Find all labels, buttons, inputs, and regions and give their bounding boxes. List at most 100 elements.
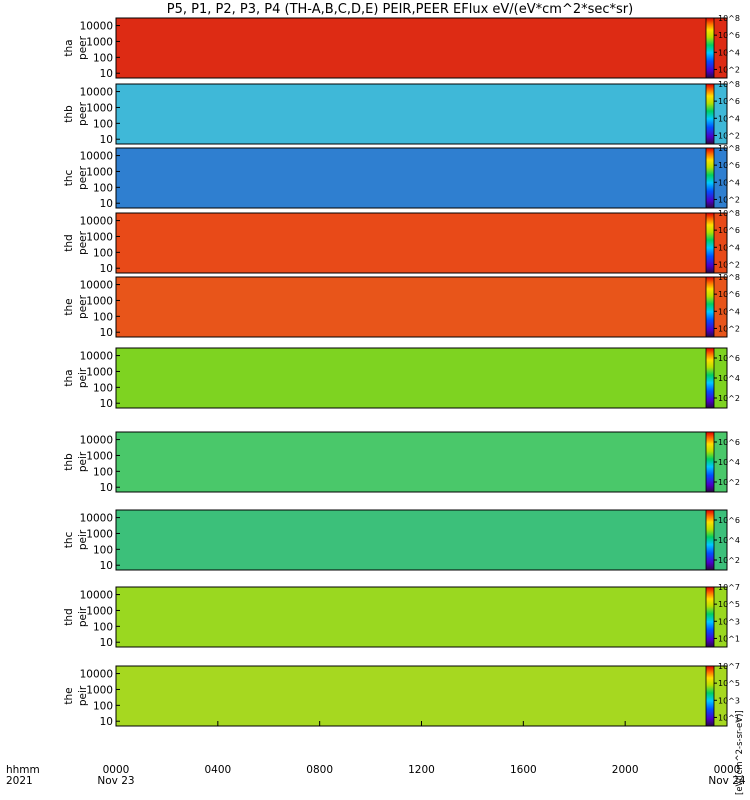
- panel-label-probe: thb: [63, 453, 75, 471]
- y-tick-label: 10: [100, 327, 113, 339]
- panel-label-probe: thd: [63, 234, 75, 251]
- y-tick-label: 1000: [86, 36, 113, 48]
- y-tick-label: 1000: [86, 528, 113, 540]
- y-tick-label: 10: [100, 398, 113, 410]
- panel-thc-peir: 10000 1000 100 10 thc peir 10^6 10^4 10^2: [63, 509, 740, 572]
- colorbar-tick-label: 10^1: [718, 634, 740, 643]
- panel-tha-peer: 10000 1000 100 10 tha peer 10^8 10^6 10^4 10^2: [63, 14, 740, 80]
- y-tick-label: 1000: [86, 605, 113, 617]
- x-tick-label: 0000: [103, 764, 130, 776]
- spectrogram-area: [115, 347, 728, 409]
- panel-label-probe: thc: [63, 532, 75, 549]
- colorbar-tick-label: 10^2: [718, 394, 740, 403]
- panel-label-instrument: peer: [77, 294, 89, 319]
- panel-label-instrument: peer: [77, 35, 89, 60]
- panel-label-instrument: peer: [77, 101, 89, 126]
- colorbar-tick-label: 10^2: [718, 131, 740, 140]
- y-tick-label: 100: [93, 52, 113, 64]
- colorbar: [705, 83, 715, 145]
- panel-label-probe: thd: [63, 608, 75, 625]
- x-tick-label: 0000: [714, 764, 741, 776]
- colorbar-tick-label: 10^4: [718, 48, 740, 57]
- colorbar: [705, 509, 715, 571]
- colorbar-tick-label: 10^6: [718, 161, 740, 170]
- y-tick-label: 10: [100, 198, 113, 210]
- y-tick-label: 1000: [86, 102, 113, 114]
- colorbar-tick-label: 10^5: [718, 600, 740, 609]
- colorbar: [705, 586, 715, 648]
- panel-the-peer: 10000 1000 100 10 the peer 10^8 10^6 10^4 10^2: [63, 273, 740, 339]
- spectrogram-area: [115, 276, 728, 338]
- panel-thd-peir: 10000 1000 100 10 thd peir 10^7 10^5 10^3 10^1: [63, 583, 740, 649]
- colorbar-tick-label: 10^2: [718, 478, 740, 487]
- panel-thc-peer: 10000 1000 100 10 thc peer 10^8 10^6 10^4 10^2: [63, 144, 740, 210]
- colorbar-tick-label: 10^4: [718, 178, 740, 187]
- colorbar-tick-label: 10^3: [718, 696, 740, 705]
- y-tick-label: 10000: [80, 21, 113, 33]
- panel-label-instrument: peer: [77, 230, 89, 255]
- colorbar-tick-label: 10^6: [718, 354, 740, 363]
- colorbar-tick-label: 10^3: [718, 617, 740, 626]
- colorbar-tick-label: 10^6: [718, 226, 740, 235]
- panel-label-probe: thc: [63, 170, 75, 187]
- colorbar-tick-label: 10^8: [718, 273, 740, 282]
- panel-label-instrument: peer: [77, 165, 89, 190]
- x-tick-label: 1200: [408, 764, 435, 776]
- x-tick-label: 2000: [612, 764, 639, 776]
- panel-the-peir: 10000 1000 100 10 the peir 10^7 10^5 10^3 10^1: [63, 662, 740, 728]
- colorbar: [705, 212, 715, 274]
- colorbar: [705, 17, 715, 79]
- y-tick-label: 1000: [86, 366, 113, 378]
- colorbar-tick-label: 10^2: [718, 556, 740, 565]
- y-tick-label: 100: [93, 700, 113, 712]
- colorbar-tick-label: 10^7: [718, 583, 740, 592]
- colorbar-tick-label: 10^6: [718, 97, 740, 106]
- colorbar: [705, 276, 715, 338]
- y-tick-label: 10: [100, 560, 113, 572]
- colorbar: [705, 347, 715, 409]
- spectrogram-area: [115, 665, 728, 727]
- panel-label-probe: the: [63, 298, 75, 315]
- panel-label-instrument: peir: [77, 529, 89, 550]
- panel-label-probe: tha: [63, 369, 75, 386]
- y-tick-label: 1000: [86, 295, 113, 307]
- colorbar-tick-label: 10^2: [718, 195, 740, 204]
- colorbar-tick-label: 10^4: [718, 114, 740, 123]
- spectrogram-area: [115, 586, 728, 648]
- y-tick-label: 100: [93, 182, 113, 194]
- colorbar-tick-label: 10^4: [718, 536, 740, 545]
- y-tick-label: 10: [100, 134, 113, 146]
- colorbar-tick-label: 10^2: [718, 260, 740, 269]
- colorbar-tick-label: 10^4: [718, 458, 740, 467]
- panel-tha-peir: 10000 1000 100 10 tha peir 10^6 10^4 10^2: [63, 347, 740, 410]
- y-tick-label: 10000: [80, 87, 113, 99]
- spectrogram-area: [115, 431, 728, 493]
- panel-label-probe: tha: [63, 39, 75, 56]
- colorbar-tick-label: 10^6: [718, 516, 740, 525]
- colorbar-tick-label: 10^8: [718, 209, 740, 218]
- time-axis-label-hhmm: hhmm: [6, 764, 40, 776]
- panel-label-instrument: peir: [77, 685, 89, 706]
- y-tick-label: 1000: [86, 450, 113, 462]
- spectrogram-area: [115, 212, 728, 274]
- spectrogram-area: [115, 83, 728, 145]
- spectrogram-area: [115, 147, 728, 209]
- panel-thb-peer: 10000 1000 100 10 thb peer 10^8 10^6 10^4 10^2: [63, 80, 740, 146]
- y-tick-label: 10000: [80, 216, 113, 228]
- colorbar-tick-label: 10^6: [718, 438, 740, 447]
- x-tick-label: 1600: [510, 764, 537, 776]
- y-tick-label: 10000: [80, 669, 113, 681]
- y-tick-label: 10000: [80, 590, 113, 602]
- panel-label-instrument: peir: [77, 367, 89, 388]
- x-tick-date: Nov 23: [97, 775, 134, 787]
- colorbar-tick-label: 10^2: [718, 324, 740, 333]
- panel-label-probe: thb: [63, 105, 75, 123]
- time-axis-label-year: 2021: [6, 775, 33, 787]
- y-tick-label: 10000: [80, 513, 113, 525]
- y-tick-label: 100: [93, 466, 113, 478]
- colorbar-tick-label: 10^8: [718, 80, 740, 89]
- y-tick-label: 10000: [80, 435, 113, 447]
